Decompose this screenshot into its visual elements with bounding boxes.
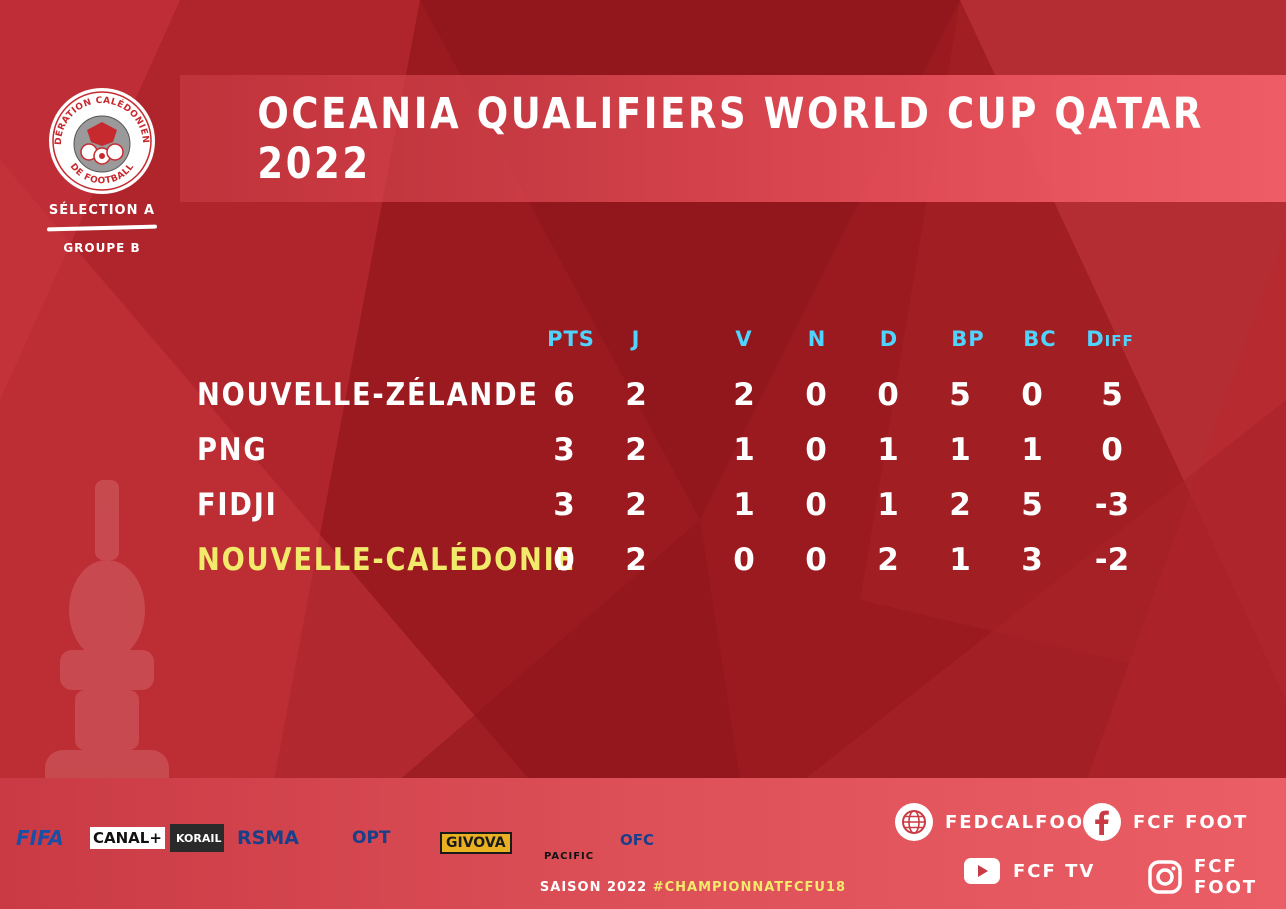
cell-j: 2 xyxy=(625,432,647,468)
cell-pts: 3 xyxy=(553,487,575,523)
instagram-icon xyxy=(1148,859,1182,895)
season-hashtag-line: SAISON 2022 #CHAMPIONNATFCFU18 xyxy=(0,880,1286,895)
header-d: D xyxy=(879,327,899,351)
cell-diff: 5 xyxy=(1101,377,1123,413)
cell-v: 1 xyxy=(733,432,755,468)
cell-v: 1 xyxy=(733,487,755,523)
cell-n: 0 xyxy=(805,432,827,468)
cell-n: 0 xyxy=(805,542,827,578)
cell-j: 2 xyxy=(625,487,647,523)
sponsor-pacific-logo: PACIFIC xyxy=(544,850,595,862)
header-diff: DIFF xyxy=(1086,327,1134,351)
header-bc: BC xyxy=(1023,327,1057,351)
cell-j: 2 xyxy=(625,377,647,413)
selection-label: SÉLECTION A xyxy=(48,203,156,218)
sponsor-fifa-logo: FIFA xyxy=(16,826,64,850)
cell-pts: 6 xyxy=(553,377,575,413)
cell-bc: 0 xyxy=(1021,377,1043,413)
facebook-icon xyxy=(1083,803,1121,841)
social-facebook-link[interactable]: FCF FOOT xyxy=(1083,803,1248,841)
cell-bc: 5 xyxy=(1021,487,1043,523)
cell-d: 0 xyxy=(877,377,899,413)
sponsor-ofc-logo: OFC xyxy=(620,831,655,849)
season-label: SAISON 2022 xyxy=(539,880,648,895)
cell-bc: 3 xyxy=(1021,542,1043,578)
cell-diff: 0 xyxy=(1101,432,1123,468)
header-v: V xyxy=(735,327,753,351)
table-row-team: NOUVELLE-ZÉLANDE xyxy=(197,377,539,413)
social-youtube-link[interactable]: FCF TV xyxy=(963,856,1095,886)
cell-d: 1 xyxy=(877,487,899,523)
cell-bp: 5 xyxy=(949,377,971,413)
cell-j: 2 xyxy=(625,542,647,578)
fcf-crest-logo: FÉDÉRATION CALÉDONIENNE DE FOOTBALL xyxy=(47,86,155,194)
cell-v: 0 xyxy=(733,542,755,578)
cell-bp: 2 xyxy=(949,487,971,523)
sponsor-givova-logo: GIVOVA xyxy=(440,832,512,854)
cell-n: 0 xyxy=(805,377,827,413)
social-web-link[interactable]: FEDCALFOOT xyxy=(895,803,1098,841)
cell-d: 2 xyxy=(877,542,899,578)
social-instagram-link[interactable]: FCF FOOT xyxy=(1148,856,1286,898)
social-instagram-label: FCF FOOT xyxy=(1194,856,1258,898)
youtube-icon xyxy=(963,856,1001,886)
sponsor-rsma-logo: RSMA xyxy=(237,827,299,849)
cell-diff: -2 xyxy=(1094,542,1130,578)
sponsor-canal-logo: CANAL+ xyxy=(90,827,165,849)
group-label: GROUPE B xyxy=(63,241,141,255)
table-row-team: FIDJI xyxy=(197,487,278,523)
globe-icon xyxy=(895,803,933,841)
sponsor-korail-logo: KORAIL xyxy=(170,824,224,852)
cell-bp: 1 xyxy=(949,432,971,468)
cell-diff: -3 xyxy=(1094,487,1130,523)
cell-d: 1 xyxy=(877,432,899,468)
cell-bp: 1 xyxy=(949,542,971,578)
cell-n: 0 xyxy=(805,487,827,523)
header-bp: BP xyxy=(951,327,985,351)
social-web-label: FEDCALFOOT xyxy=(945,811,1099,833)
social-youtube-label: FCF TV xyxy=(1013,860,1096,882)
social-facebook-label: FCF FOOT xyxy=(1133,811,1249,833)
header-pts: PTS xyxy=(547,327,595,351)
cell-pts: 0 xyxy=(553,542,575,578)
hashtag-link[interactable]: #CHAMPIONNATFCFU18 xyxy=(652,880,847,895)
sponsor-opt-logo: OPT xyxy=(352,828,391,848)
cell-pts: 3 xyxy=(553,432,575,468)
page-title: OCEANIA QUALIFIERS WORLD CUP QATAR 2022 xyxy=(257,88,1204,189)
cell-bc: 1 xyxy=(1021,432,1043,468)
header-j: J xyxy=(631,327,641,351)
table-row-team: PNG xyxy=(197,432,268,468)
table-row-team-highlight: NOUVELLE-CALÉDONIE xyxy=(197,542,576,578)
header-n: N xyxy=(807,327,827,351)
cell-v: 2 xyxy=(733,377,755,413)
title-band xyxy=(180,75,1286,202)
